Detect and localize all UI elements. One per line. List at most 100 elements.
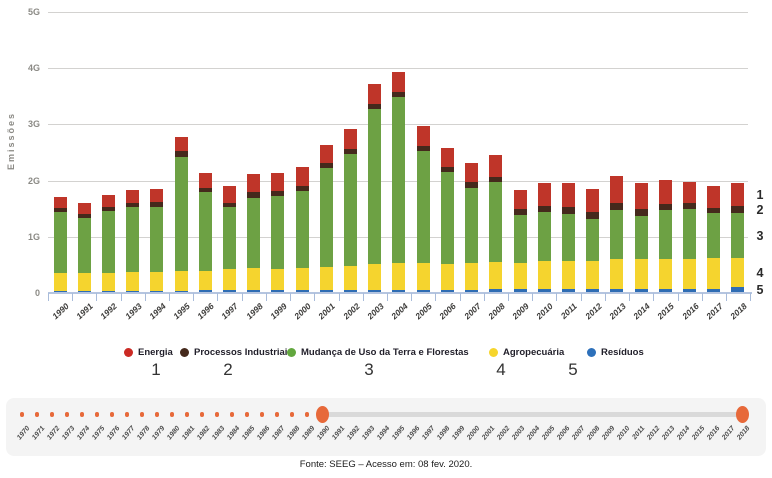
segment-energia[interactable]	[150, 188, 164, 203]
segment-residuos[interactable]	[77, 290, 91, 293]
segment-residuos[interactable]	[368, 289, 382, 293]
segment-energia[interactable]	[392, 72, 406, 93]
segment-processos-industriais[interactable]	[440, 167, 454, 173]
segment-mudanca-de-uso-da-terra-e-florestas[interactable]	[416, 150, 430, 264]
bar-1993[interactable]	[126, 189, 140, 293]
segment-energia[interactable]	[198, 172, 212, 188]
legend-item-mudanca-de-uso-da-terra-e-florestas[interactable]: Mudança de Uso da Terra e Florestas	[287, 345, 469, 359]
segment-agropecuaria[interactable]	[416, 263, 430, 290]
segment-mudanca-de-uso-da-terra-e-florestas[interactable]	[174, 156, 188, 271]
segment-processos-industriais[interactable]	[53, 207, 67, 212]
segment-residuos[interactable]	[295, 290, 309, 293]
timeline-dot-1975[interactable]	[94, 412, 100, 417]
segment-processos-industriais[interactable]	[489, 176, 503, 183]
bar-1996[interactable]	[198, 172, 212, 293]
segment-energia[interactable]	[634, 183, 648, 210]
timeline-dot-1977[interactable]	[124, 412, 130, 417]
segment-energia[interactable]	[440, 147, 454, 168]
segment-mudanca-de-uso-da-terra-e-florestas[interactable]	[440, 172, 454, 264]
segment-agropecuaria[interactable]	[368, 264, 382, 290]
bar-2000[interactable]	[295, 167, 309, 293]
segment-processos-industriais[interactable]	[198, 187, 212, 193]
bar-2003[interactable]	[368, 84, 382, 293]
bar-1999[interactable]	[271, 173, 285, 293]
segment-residuos[interactable]	[53, 290, 67, 293]
bar-2012[interactable]	[586, 189, 600, 293]
segment-processos-industriais[interactable]	[634, 209, 648, 217]
segment-energia[interactable]	[101, 194, 115, 208]
segment-mudanca-de-uso-da-terra-e-florestas[interactable]	[586, 219, 600, 262]
segment-residuos[interactable]	[247, 290, 261, 293]
segment-energia[interactable]	[537, 183, 551, 206]
timeline-dot-1972[interactable]	[49, 412, 55, 417]
segment-agropecuaria[interactable]	[101, 272, 115, 291]
segment-mudanca-de-uso-da-terra-e-florestas[interactable]	[707, 213, 721, 259]
segment-mudanca-de-uso-da-terra-e-florestas[interactable]	[392, 97, 406, 264]
slider-handle-start[interactable]	[315, 406, 329, 423]
segment-mudanca-de-uso-da-terra-e-florestas[interactable]	[222, 207, 236, 270]
segment-residuos[interactable]	[440, 289, 454, 293]
segment-residuos[interactable]	[537, 289, 551, 293]
segment-energia[interactable]	[344, 129, 358, 149]
bar-2005[interactable]	[416, 126, 430, 293]
timeline-dot-1987[interactable]	[274, 412, 280, 417]
timeline-dot-1988[interactable]	[289, 412, 295, 417]
segment-energia[interactable]	[489, 155, 503, 177]
bar-2009[interactable]	[513, 189, 527, 293]
segment-agropecuaria[interactable]	[561, 261, 575, 290]
segment-energia[interactable]	[271, 173, 285, 191]
segment-energia[interactable]	[683, 181, 697, 204]
segment-mudanca-de-uso-da-terra-e-florestas[interactable]	[271, 195, 285, 269]
bar-2010[interactable]	[537, 183, 551, 293]
segment-processos-industriais[interactable]	[658, 204, 672, 211]
timeline-dot-1983[interactable]	[214, 412, 220, 417]
segment-mudanca-de-uso-da-terra-e-florestas[interactable]	[198, 192, 212, 271]
segment-mudanca-de-uso-da-terra-e-florestas[interactable]	[77, 218, 91, 273]
segment-processos-industriais[interactable]	[707, 207, 721, 214]
segment-agropecuaria[interactable]	[174, 270, 188, 291]
segment-residuos[interactable]	[707, 288, 721, 293]
segment-processos-industriais[interactable]	[561, 207, 575, 214]
timeline-dot-1979[interactable]	[154, 412, 160, 417]
segment-residuos[interactable]	[174, 290, 188, 293]
segment-residuos[interactable]	[586, 289, 600, 293]
bar-2018[interactable]	[731, 183, 745, 293]
segment-agropecuaria[interactable]	[319, 267, 333, 291]
segment-mudanca-de-uso-da-terra-e-florestas[interactable]	[489, 182, 503, 263]
bar-2016[interactable]	[683, 181, 697, 293]
segment-energia[interactable]	[658, 180, 672, 205]
timeline-dot-1974[interactable]	[79, 412, 85, 417]
segment-residuos[interactable]	[683, 288, 697, 293]
segment-residuos[interactable]	[150, 290, 164, 293]
segment-mudanca-de-uso-da-terra-e-florestas[interactable]	[561, 213, 575, 262]
segment-agropecuaria[interactable]	[271, 268, 285, 291]
bar-1990[interactable]	[53, 196, 67, 293]
segment-energia[interactable]	[465, 163, 479, 183]
legend-item-agropecuaria[interactable]: Agropecuária	[489, 345, 564, 359]
timeline-dot-1981[interactable]	[184, 412, 190, 417]
timeline-dot-1985[interactable]	[244, 412, 250, 417]
bar-1994[interactable]	[150, 188, 164, 293]
timeline-dot-1978[interactable]	[139, 412, 145, 417]
segment-residuos[interactable]	[101, 290, 115, 293]
segment-processos-industriais[interactable]	[150, 202, 164, 207]
segment-processos-industriais[interactable]	[222, 202, 236, 208]
year-range-slider[interactable]: 1970 1971 1972 1973 1974 1975 1976 1977 1978 1979…	[6, 398, 766, 456]
bar-2008[interactable]	[489, 155, 503, 293]
slider-handle-end[interactable]	[735, 406, 749, 423]
segment-processos-industriais[interactable]	[586, 212, 600, 220]
legend-item-processos-industriais[interactable]: Processos Industriais	[180, 345, 293, 359]
segment-energia[interactable]	[731, 183, 745, 206]
segment-agropecuaria[interactable]	[683, 258, 697, 289]
segment-residuos[interactable]	[126, 290, 140, 293]
segment-energia[interactable]	[126, 189, 140, 203]
segment-processos-industriais[interactable]	[77, 214, 91, 219]
segment-energia[interactable]	[319, 145, 333, 164]
segment-mudanca-de-uso-da-terra-e-florestas[interactable]	[513, 215, 527, 264]
bar-2013[interactable]	[610, 176, 624, 293]
segment-energia[interactable]	[295, 167, 309, 186]
segment-processos-industriais[interactable]	[247, 192, 261, 199]
segment-residuos[interactable]	[731, 287, 745, 293]
segment-residuos[interactable]	[416, 289, 430, 293]
timeline-dot-1971[interactable]	[34, 412, 40, 417]
